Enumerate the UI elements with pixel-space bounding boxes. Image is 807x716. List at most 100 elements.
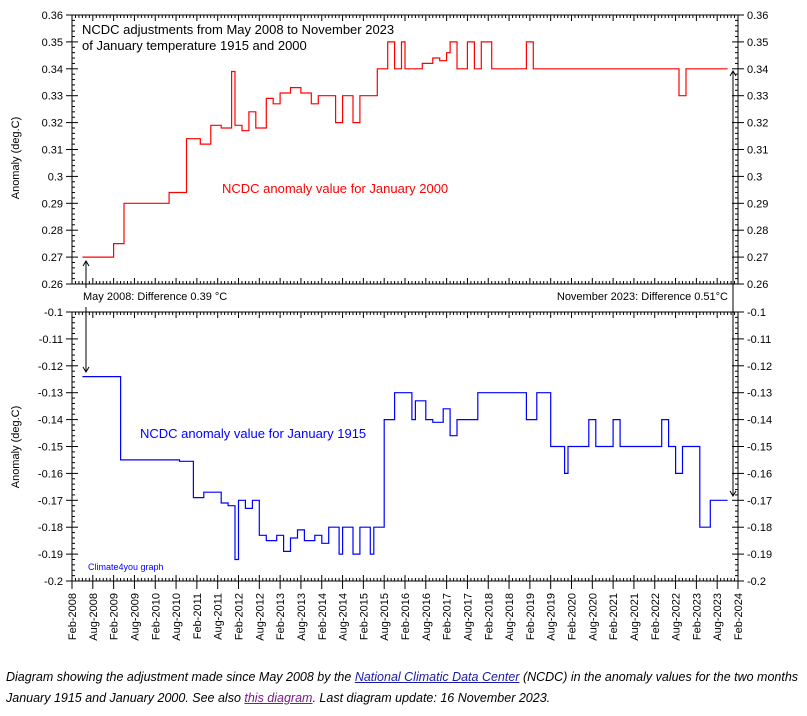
x-tick-label: Feb-2017 [442, 593, 454, 640]
y-tick-label-left: 0.35 [42, 37, 63, 49]
chart: 0.26 0.26 0.27 0.27 0.28 0.28 0.29 0.29 0.3 0.3 0.… [10, 10, 772, 641]
series-line [82, 41, 728, 258]
legend-january-2000: NCDC anomaly value for January 2000 [222, 181, 448, 196]
y-tick-label-right: -0.16 [747, 468, 772, 480]
y-axis-label-bottom: Anomaly (deg.C) [10, 406, 22, 489]
y-tick-label-left: 0.34 [42, 64, 63, 76]
x-tick-labels: Feb-2008 Aug-2008 Feb-2009 Aug-2009 Feb-2010… [67, 593, 745, 641]
figure-caption: Diagram showing the adjustment made sinc… [6, 667, 801, 709]
x-tick-label: Aug-2008 [88, 593, 100, 641]
x-tick-label: Aug-2016 [421, 593, 433, 641]
y-tick-label-left: 0.33 [42, 91, 63, 103]
caption-text-3: . Last diagram update: 16 November 2023. [312, 691, 551, 705]
y-tick-label-right: 0.35 [747, 37, 768, 49]
y-tick-label-right: -0.13 [747, 388, 772, 400]
y-tick-label-right: -0.2 [747, 576, 766, 588]
x-tick-label: Feb-2014 [317, 593, 329, 640]
y-axis-label-top: Anomaly (deg.C) [10, 117, 22, 200]
annotation-may-2008-difference: May 2008: Difference 0.39 °C [83, 291, 227, 303]
y-tick-label-left: -0.12 [38, 361, 63, 373]
x-tick-label: Feb-2018 [483, 593, 495, 640]
left-difference-arrow [82, 260, 90, 373]
chart-title-line-2: of January temperature 1915 and 2000 [82, 38, 307, 53]
x-tick-label: Feb-2015 [358, 593, 370, 640]
y-tick-label-right: 0.29 [747, 198, 768, 210]
y-tick-label-right: 0.36 [747, 10, 768, 22]
series-january-2000 [82, 41, 728, 258]
x-tick-label: Feb-2016 [400, 593, 412, 640]
y-tick-label-left: 0.29 [42, 198, 63, 210]
y-tick-label-right: -0.19 [747, 549, 772, 561]
ncdc-link[interactable]: National Climatic Data Center [354, 670, 520, 684]
chart-title-line-1: NCDC adjustments from May 2008 to Novemb… [82, 22, 394, 37]
this-diagram-link[interactable]: this diagram [244, 691, 313, 705]
series-line [82, 376, 728, 561]
legend-january-1915: NCDC anomaly value for January 1915 [140, 426, 366, 441]
x-tick-label: Aug-2021 [629, 593, 641, 641]
y-tick-label-right: 0.28 [747, 225, 768, 237]
y-tick-label-right: -0.18 [747, 522, 772, 534]
x-tick-label: Feb-2010 [150, 593, 162, 640]
series-january-1915 [82, 376, 728, 561]
y-tick-label-left: -0.1 [44, 307, 63, 319]
y-tick-label-left: -0.16 [38, 468, 63, 480]
y-tick-label-left: -0.13 [38, 388, 63, 400]
caption-text-1: Diagram showing the adjustment made sinc… [6, 670, 355, 684]
x-tick-label: Aug-2011 [213, 593, 225, 640]
y-tick-label-right: 0.34 [747, 64, 768, 76]
y-tick-label-right: 0.27 [747, 252, 768, 264]
x-tick-label: Feb-2011 [192, 593, 204, 639]
y-tick-label-left: 0.31 [42, 145, 63, 157]
x-tick-label: Feb-2023 [691, 593, 703, 640]
right-difference-arrow [729, 70, 737, 497]
caption-text-2: (NCDC) in the anomaly values for the two… [6, 670, 799, 705]
x-tick-label: Feb-2024 [733, 593, 745, 640]
x-tick-label: Feb-2022 [650, 593, 662, 640]
y-tick-label-left: 0.28 [42, 225, 63, 237]
y-tick-label-right: 0.3 [747, 171, 762, 183]
axis-ticks [66, 14, 744, 589]
x-tick-label: Aug-2012 [254, 593, 266, 641]
y-tick-label-right: -0.1 [747, 307, 766, 319]
x-tick-label: Feb-2009 [109, 593, 121, 640]
x-tick-label: Aug-2014 [338, 593, 350, 641]
x-tick-label: Aug-2013 [296, 593, 308, 641]
y-tick-label-right: 0.26 [747, 279, 768, 291]
y-tick-label-left: -0.2 [44, 576, 63, 588]
y-tick-label-right: -0.12 [747, 361, 772, 373]
y-tick-label-right: -0.17 [747, 495, 772, 507]
x-tick-label: Feb-2012 [234, 593, 246, 640]
credit-label: Climate4you graph [88, 562, 164, 572]
y-tick-label-right: 0.32 [747, 118, 768, 130]
y-tick-label-left: -0.18 [38, 522, 63, 534]
x-tick-label: Aug-2009 [129, 593, 141, 641]
x-tick-label: Aug-2022 [671, 593, 683, 641]
x-tick-label: Aug-2023 [712, 593, 724, 641]
x-tick-label: Feb-2020 [567, 593, 579, 640]
x-tick-label: Feb-2008 [67, 593, 79, 640]
y-tick-labels: 0.26 0.26 0.27 0.27 0.28 0.28 0.29 0.29 0.3 0.3 0.… [38, 10, 772, 588]
x-tick-label: Aug-2010 [171, 593, 183, 641]
y-tick-label-left: 0.27 [42, 252, 63, 264]
y-tick-label-right: -0.15 [747, 442, 772, 454]
y-tick-label-right: 0.31 [747, 145, 768, 157]
annotation-november-2023-difference: November 2023: Difference 0.51°C [557, 291, 728, 303]
y-tick-label-left: -0.19 [38, 549, 63, 561]
x-tick-label: Feb-2013 [275, 593, 287, 640]
x-tick-label: Aug-2017 [462, 593, 474, 641]
y-tick-label-right: -0.11 [747, 334, 771, 346]
y-tick-label-left: -0.15 [38, 442, 63, 454]
y-tick-label-left: -0.14 [38, 415, 63, 427]
y-tick-label-left: 0.3 [48, 171, 63, 183]
y-tick-label-right: -0.14 [747, 415, 772, 427]
y-tick-label-left: -0.11 [39, 334, 63, 346]
x-tick-label: Feb-2019 [525, 593, 537, 640]
x-tick-label: Aug-2019 [546, 593, 558, 641]
y-tick-label-left: 0.32 [42, 118, 63, 130]
y-tick-label-left: 0.36 [42, 10, 63, 22]
x-tick-label: Feb-2021 [608, 593, 620, 640]
y-tick-label-right: 0.33 [747, 91, 768, 103]
x-tick-label: Aug-2015 [379, 593, 391, 641]
y-tick-label-left: -0.17 [38, 495, 63, 507]
y-tick-label-left: 0.26 [42, 279, 63, 291]
